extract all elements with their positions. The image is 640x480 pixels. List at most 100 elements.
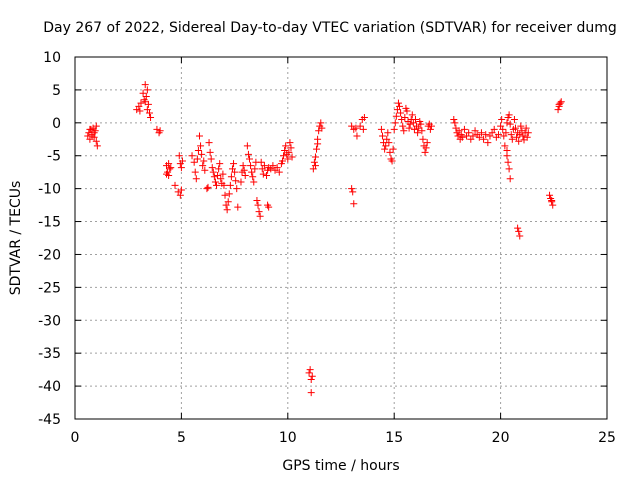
data-point: [285, 148, 293, 156]
data-point: [203, 185, 211, 193]
data-point: [397, 109, 405, 117]
data-point: [92, 137, 100, 145]
data-point: [465, 129, 473, 137]
data-point: [237, 178, 245, 186]
data-point: [511, 124, 519, 132]
data-point: [209, 168, 217, 176]
data-point: [349, 188, 357, 196]
data-point: [498, 116, 506, 124]
x-tick-label: 15: [385, 430, 403, 446]
data-point: [219, 170, 227, 178]
data-point: [225, 190, 233, 198]
x-tick-label: 5: [177, 430, 186, 446]
data-point: [390, 125, 398, 133]
grid: [75, 57, 607, 419]
data-point: [206, 148, 214, 156]
data-point: [260, 162, 268, 170]
data-point: [231, 168, 239, 176]
y-tick-label: -25: [38, 280, 61, 296]
data-point: [136, 107, 144, 115]
data-point: [450, 116, 458, 124]
data-point: [421, 148, 429, 156]
data-point: [248, 168, 256, 176]
data-point: [385, 139, 393, 147]
data-point: [516, 232, 524, 240]
data-point: [171, 181, 179, 189]
data-point: [403, 107, 411, 115]
x-tick-label: 25: [598, 430, 616, 446]
data-point: [427, 122, 435, 130]
data-point: [471, 127, 479, 135]
data-point: [352, 124, 360, 132]
data-point: [193, 155, 201, 163]
data-point: [353, 132, 361, 140]
data-point: [505, 111, 513, 119]
data-point: [451, 119, 459, 127]
data-point: [190, 158, 198, 166]
y-tick-label: -5: [47, 149, 61, 165]
data-point: [505, 165, 513, 173]
data-point: [143, 86, 151, 94]
data-point: [251, 165, 259, 173]
data-point: [401, 114, 409, 122]
data-point: [204, 183, 212, 191]
data-point: [86, 125, 94, 133]
data-point: [418, 127, 426, 135]
data-point: [205, 139, 213, 147]
data-point: [377, 125, 385, 133]
data-point: [477, 129, 485, 137]
data-point: [392, 112, 400, 120]
data-point: [406, 120, 414, 128]
data-point: [499, 125, 507, 133]
data-point: [244, 150, 252, 158]
x-tick-label: 10: [279, 430, 297, 446]
y-tick-label: 0: [52, 116, 61, 132]
data-point: [93, 142, 101, 150]
data-point: [281, 146, 289, 154]
data-point: [548, 196, 556, 204]
data-point: [490, 125, 498, 133]
data-point: [92, 122, 100, 130]
data-point: [278, 157, 286, 165]
data-point: [191, 168, 199, 176]
data-point: [318, 124, 326, 132]
data-point: [176, 191, 184, 199]
data-point: [88, 132, 96, 140]
data-point: [514, 224, 522, 232]
axes: 0 5 10 15 20 25 10 5 0 -5 -10 -15 -20 -25 -30 -35 -40 -45: [38, 50, 616, 446]
data-point: [194, 146, 202, 154]
data-point: [359, 125, 367, 133]
data-point: [414, 129, 422, 137]
data-point: [311, 162, 319, 170]
data-point: [198, 150, 206, 158]
data-point: [139, 89, 147, 97]
data-point: [313, 145, 321, 153]
data-point: [214, 171, 222, 179]
data-point: [223, 206, 231, 214]
data-point: [556, 99, 564, 107]
data-point: [460, 125, 468, 133]
data-point: [350, 200, 358, 208]
data-point: [282, 142, 290, 150]
data-point: [166, 165, 174, 173]
data-point: [305, 369, 313, 377]
data-point: [522, 124, 530, 132]
data-point: [239, 162, 247, 170]
data-point: [208, 164, 216, 172]
data-point: [482, 131, 490, 139]
data-point: [306, 366, 314, 374]
data-point: [506, 175, 514, 183]
data-point: [207, 155, 215, 163]
data-point: [388, 157, 396, 165]
data-point: [549, 201, 557, 209]
data-point: [165, 160, 173, 168]
data-point: [240, 166, 248, 174]
data-point: [405, 124, 413, 132]
y-tick-label: -15: [38, 215, 61, 231]
data-point: [400, 127, 408, 135]
data-point: [250, 178, 258, 186]
data-point: [411, 116, 419, 124]
data-point: [217, 175, 225, 183]
data-point: [273, 164, 281, 172]
data-point: [200, 157, 208, 165]
